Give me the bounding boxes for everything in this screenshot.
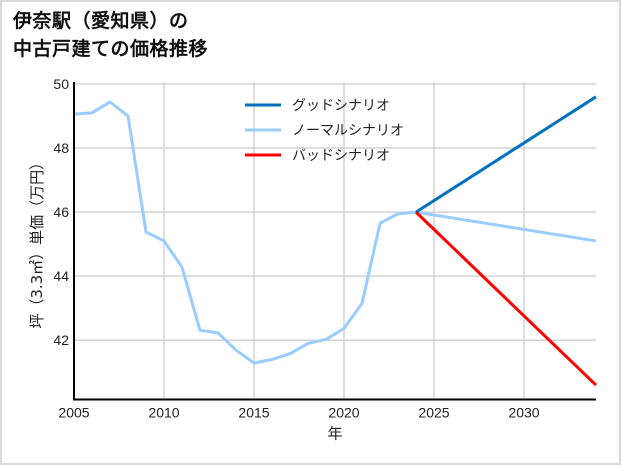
y-tick-label: 50 [53,76,69,92]
series-line [414,211,598,387]
legend-label: バッドシナリオ [292,148,390,164]
y-tick-label: 46 [53,204,69,220]
chart-title: 伊奈駅（愛知県）の 中古戸建ての価格推移 [13,7,208,63]
data-series [73,95,598,387]
axes [73,82,596,401]
x-axis-ticks: 2005 2010 2015 2020 2025 2030 [58,405,539,421]
y-axis-label: 坪（3.3㎡）単価（万円） [28,155,46,329]
chart-title-line1: 伊奈駅（愛知県）の [13,10,189,32]
x-tick-label: 2015 [238,405,269,421]
y-tick-label: 44 [53,268,69,284]
x-axis-label: 年 [327,425,342,443]
x-tick-label: 2025 [418,405,449,421]
y-axis-ticks: 42 44 46 48 50 [53,76,69,348]
legend-label: グッドシナリオ [292,98,390,114]
chart-title-line2: 中古戸建ての価格推移 [13,38,209,60]
y-tick-label: 42 [53,332,69,348]
gridlines [74,82,596,400]
series-line [73,100,597,365]
x-tick-label: 2020 [328,405,359,421]
x-tick-label: 2030 [508,405,539,421]
series-line [415,95,597,214]
x-tick-label: 2005 [58,405,89,421]
x-tick-label: 2010 [148,405,179,421]
y-tick-label: 48 [53,140,69,156]
legend-label: ノーマルシナリオ [292,123,404,139]
